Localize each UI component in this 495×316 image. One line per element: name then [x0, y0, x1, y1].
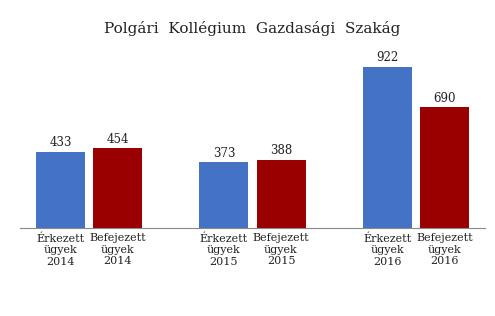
- Text: 388: 388: [270, 144, 292, 157]
- Text: 690: 690: [433, 92, 455, 105]
- Bar: [36, 152, 85, 228]
- Text: 373: 373: [213, 147, 235, 160]
- Bar: [93, 148, 142, 228]
- Bar: [363, 67, 412, 228]
- Text: 454: 454: [106, 133, 129, 146]
- Text: 922: 922: [376, 51, 398, 64]
- Bar: [199, 162, 248, 228]
- Text: 433: 433: [50, 137, 72, 149]
- Bar: [256, 160, 305, 228]
- Bar: [420, 107, 469, 228]
- Title: Polgári  Kollégium  Gazdasági  Szakág: Polgári Kollégium Gazdasági Szakág: [104, 21, 400, 36]
